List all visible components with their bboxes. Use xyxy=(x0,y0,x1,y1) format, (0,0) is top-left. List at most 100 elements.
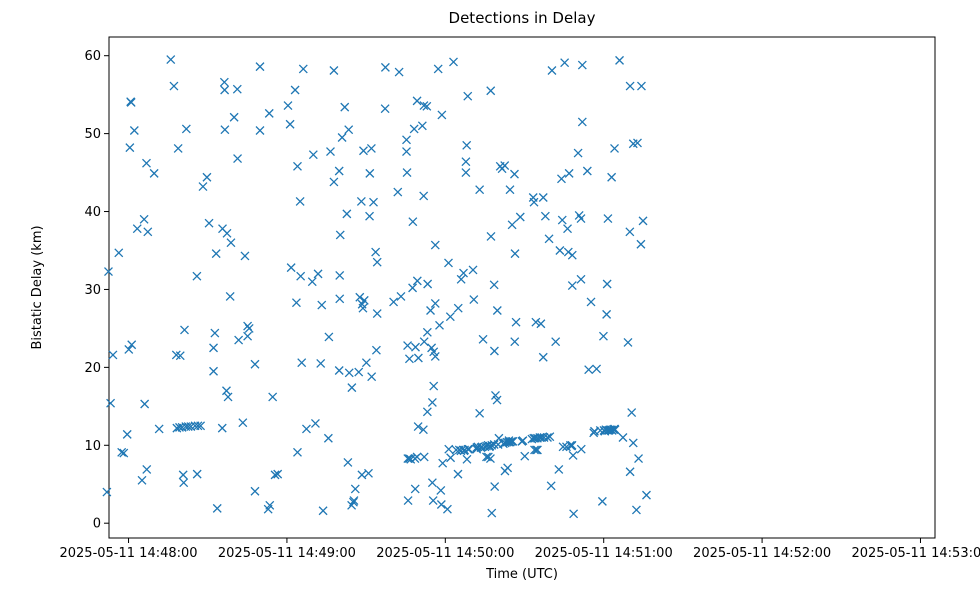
detection-point xyxy=(586,297,596,307)
detection-point xyxy=(555,246,565,255)
detection-point xyxy=(265,500,275,510)
x-tick-label: 2025-05-11 14:52:00 xyxy=(693,546,831,561)
detection-point xyxy=(475,185,485,195)
detection-point xyxy=(402,147,411,156)
detection-point xyxy=(313,269,323,279)
detection-point xyxy=(308,150,318,160)
detection-point xyxy=(143,227,153,237)
y-tick-label: 60 xyxy=(84,49,101,64)
detection-point xyxy=(117,447,127,457)
detection-point xyxy=(427,397,437,407)
detection-point xyxy=(492,395,502,405)
detection-point xyxy=(642,490,651,500)
detection-point xyxy=(410,484,420,494)
detection-point xyxy=(503,463,513,473)
detection-point xyxy=(310,419,320,428)
detection-point xyxy=(607,172,617,182)
detection-point xyxy=(402,135,411,145)
detection-point xyxy=(372,257,382,267)
detection-point xyxy=(402,168,412,178)
detection-point xyxy=(307,277,317,287)
detection-point xyxy=(229,112,239,122)
y-tick-label: 50 xyxy=(84,127,101,142)
detection-point xyxy=(485,454,495,463)
detection-point xyxy=(602,309,612,319)
detection-point xyxy=(367,372,377,382)
detection-point xyxy=(419,101,429,111)
detection-point xyxy=(419,191,429,201)
detection-point xyxy=(444,444,454,454)
detection-point xyxy=(380,62,390,72)
detection-point xyxy=(544,234,554,244)
detection-point xyxy=(126,97,136,107)
detection-point xyxy=(427,478,437,488)
detection-point xyxy=(335,270,345,280)
y-axis-ticks: 0 10 20 30 40 50 60 xyxy=(84,49,109,532)
detection-point xyxy=(222,228,232,238)
detection-point xyxy=(511,317,521,327)
detection-point xyxy=(209,343,218,353)
detection-point xyxy=(317,300,327,310)
detection-point xyxy=(226,238,236,248)
detection-point xyxy=(491,390,500,400)
detection-point xyxy=(298,64,308,74)
detection-point xyxy=(444,258,453,268)
detection-point xyxy=(290,85,300,95)
detection-point xyxy=(563,224,572,234)
detection-point xyxy=(419,452,429,462)
detection-point xyxy=(446,453,456,463)
detection-point xyxy=(487,508,497,518)
detection-point xyxy=(285,119,295,129)
detection-point xyxy=(125,143,135,153)
detection-point xyxy=(413,353,423,363)
detection-point xyxy=(106,398,116,408)
detection-point xyxy=(435,320,444,330)
detection-point xyxy=(337,133,347,142)
detection-point xyxy=(531,317,541,327)
detection-point xyxy=(468,265,478,275)
detection-point xyxy=(192,469,202,479)
detection-point xyxy=(568,450,578,460)
detection-point xyxy=(140,399,150,409)
detection-point xyxy=(459,268,468,278)
detection-point xyxy=(412,276,422,286)
detection-point xyxy=(636,239,646,249)
detection-point xyxy=(582,166,592,176)
detection-point xyxy=(430,351,440,361)
detection-point xyxy=(283,101,293,111)
detection-point xyxy=(342,209,352,219)
detection-point xyxy=(469,295,479,305)
detection-point xyxy=(494,433,504,443)
detection-point xyxy=(634,454,644,463)
detection-point xyxy=(628,438,638,448)
detection-point xyxy=(567,440,577,450)
detection-point xyxy=(560,58,570,68)
detection-point xyxy=(250,359,260,369)
detection-point xyxy=(372,309,382,319)
detection-point xyxy=(180,325,189,335)
detection-point xyxy=(132,224,142,234)
detection-point xyxy=(515,212,525,222)
detection-point xyxy=(437,110,447,120)
detection-point xyxy=(219,77,229,87)
detection-point xyxy=(418,425,428,435)
x-tick-label: 2025-05-11 14:51:00 xyxy=(535,546,673,561)
detection-point xyxy=(633,138,642,148)
detection-point xyxy=(389,297,399,307)
detection-point xyxy=(538,352,548,362)
detection-point xyxy=(429,347,439,357)
detection-point xyxy=(489,440,499,449)
detection-point xyxy=(393,187,403,197)
detection-point xyxy=(124,344,134,354)
detection-point xyxy=(293,447,302,457)
detection-point xyxy=(631,505,641,515)
detection-point xyxy=(137,475,147,485)
detection-point xyxy=(507,220,517,230)
detection-point xyxy=(618,433,628,442)
detection-point xyxy=(243,331,253,341)
detection-point xyxy=(404,354,414,364)
detection-point xyxy=(489,346,499,356)
detection-point xyxy=(301,424,311,434)
scatter-points xyxy=(102,55,651,519)
